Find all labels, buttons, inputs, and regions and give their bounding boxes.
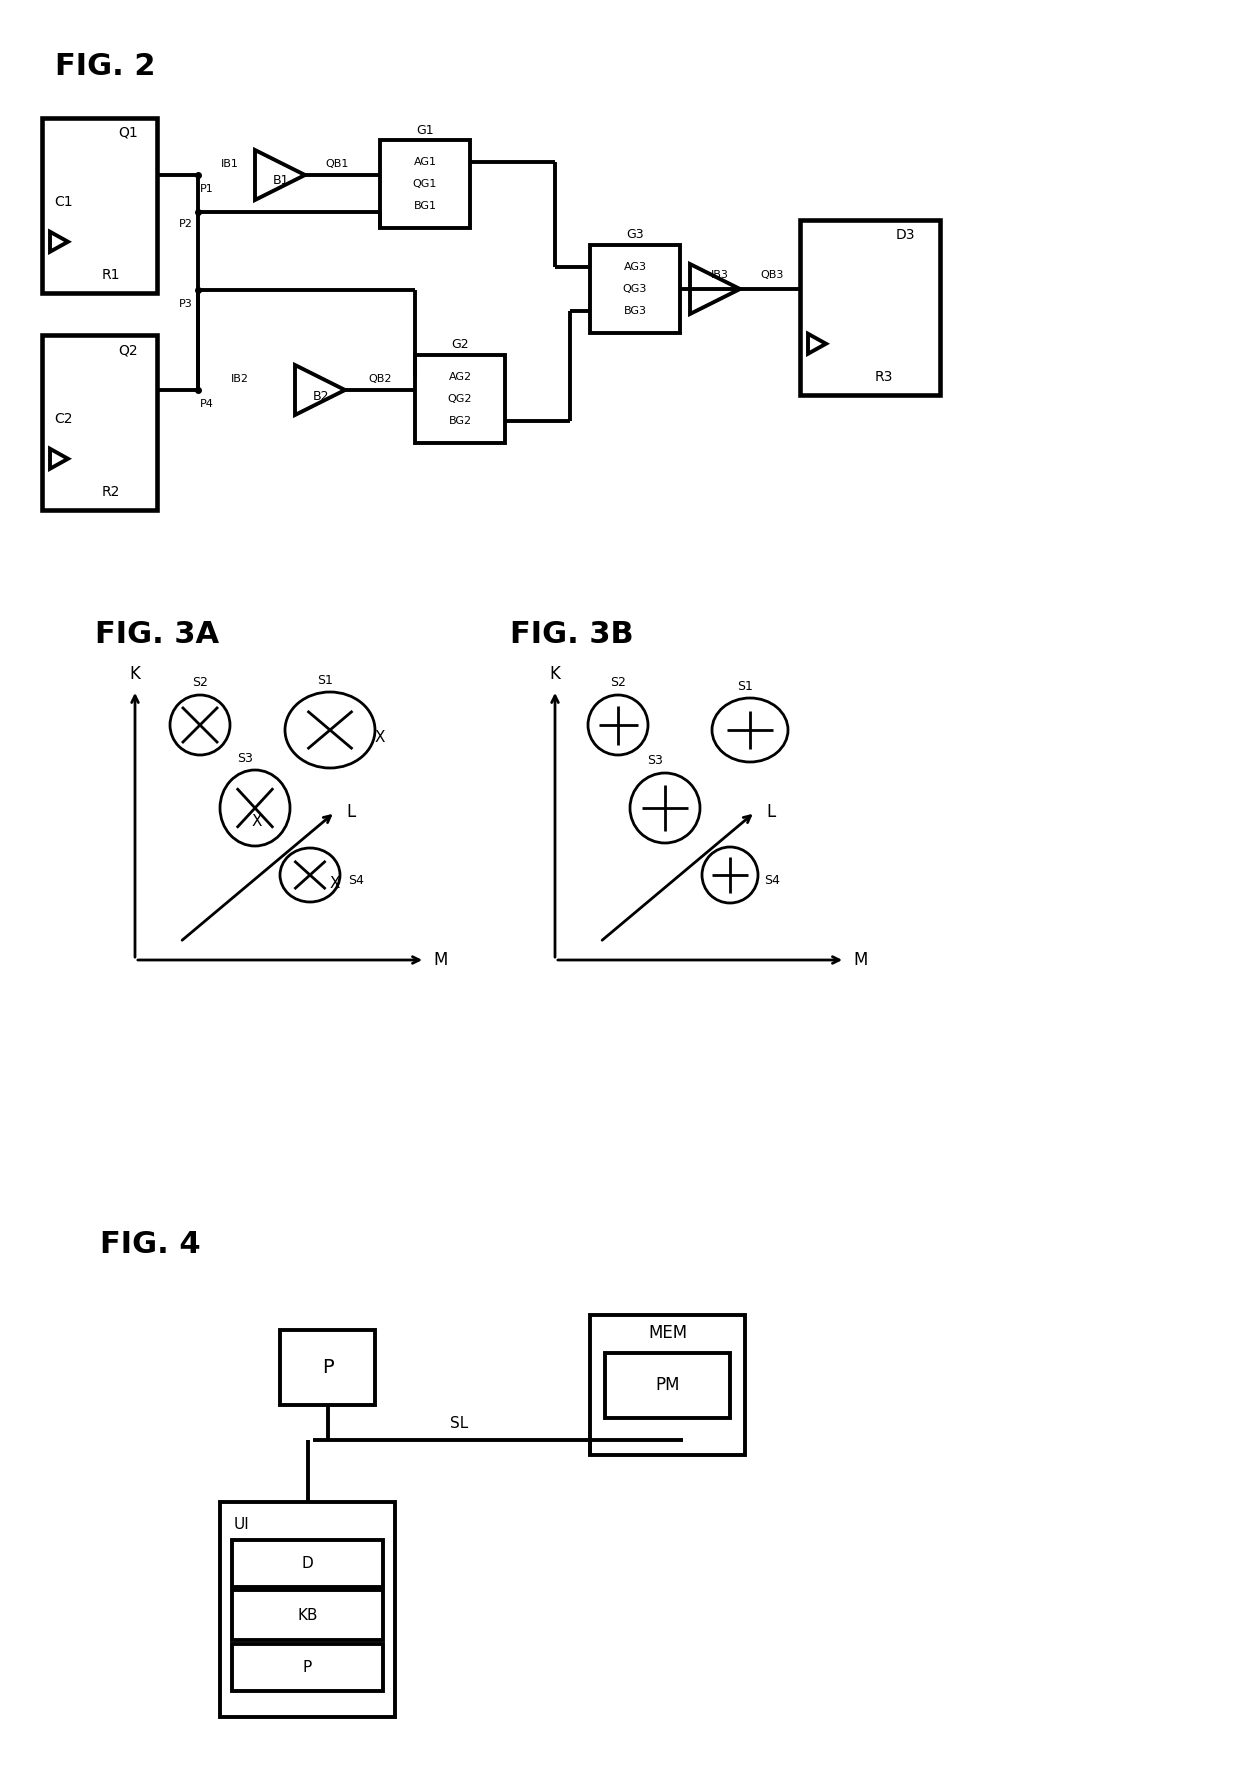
Bar	[42, 118, 157, 293]
Text: QG3: QG3	[622, 284, 647, 293]
Bar	[800, 220, 940, 395]
Text: UI: UI	[234, 1516, 249, 1532]
Text: QG2: QG2	[448, 393, 472, 404]
Text: S1: S1	[737, 679, 753, 692]
Text: G2: G2	[451, 338, 469, 352]
Text: R1: R1	[102, 268, 120, 283]
Text: L: L	[766, 803, 776, 821]
Text: FIG. 3B: FIG. 3B	[510, 620, 634, 649]
Text: SL: SL	[450, 1416, 467, 1432]
Text: C2: C2	[55, 411, 72, 426]
Text: S2: S2	[610, 676, 626, 690]
Text: QG1: QG1	[413, 179, 438, 190]
Text: S2: S2	[192, 676, 208, 690]
Text: K: K	[129, 665, 140, 683]
Text: S4: S4	[348, 874, 363, 887]
Text: KB: KB	[298, 1607, 317, 1622]
Text: BG2: BG2	[449, 417, 471, 426]
Text: Q2: Q2	[119, 343, 138, 358]
Text: IB3: IB3	[711, 270, 729, 281]
Text: X: X	[330, 876, 340, 890]
Text: X: X	[252, 815, 262, 830]
Text: QB3: QB3	[760, 270, 784, 281]
Text: D: D	[301, 1556, 314, 1572]
Text: FIG. 4: FIG. 4	[100, 1230, 201, 1259]
Bar	[605, 1354, 730, 1418]
Text: P: P	[303, 1659, 312, 1675]
Text: P2: P2	[179, 218, 193, 229]
Text: P3: P3	[179, 299, 193, 309]
Text: IB1: IB1	[221, 159, 239, 170]
Text: D3: D3	[895, 229, 915, 241]
Text: S3: S3	[237, 751, 253, 765]
Bar	[590, 245, 680, 333]
Text: FIG. 2: FIG. 2	[55, 52, 155, 80]
Bar	[415, 356, 505, 443]
Bar	[232, 1590, 383, 1640]
Text: C1: C1	[55, 195, 73, 209]
Text: S4: S4	[764, 874, 780, 887]
Text: R3: R3	[874, 370, 893, 384]
Bar	[219, 1502, 396, 1716]
Text: P4: P4	[200, 399, 213, 409]
Text: R2: R2	[102, 485, 120, 499]
Text: AG2: AG2	[449, 372, 471, 383]
Text: QB2: QB2	[368, 374, 392, 384]
Text: B1: B1	[273, 175, 289, 188]
Bar	[42, 334, 157, 510]
Text: M: M	[434, 951, 448, 969]
Bar	[232, 1643, 383, 1691]
Text: AG3: AG3	[624, 263, 646, 272]
Bar	[379, 139, 470, 229]
Text: L: L	[346, 803, 356, 821]
Text: Q1: Q1	[118, 125, 138, 139]
Text: PM: PM	[655, 1377, 680, 1395]
Text: AG1: AG1	[413, 157, 436, 166]
Text: P: P	[321, 1359, 334, 1377]
Text: G1: G1	[417, 123, 434, 136]
Text: BG1: BG1	[413, 200, 436, 211]
Bar	[232, 1539, 383, 1588]
Bar	[280, 1330, 374, 1405]
Text: G3: G3	[626, 229, 644, 241]
Text: BG3: BG3	[624, 306, 646, 316]
Text: B2: B2	[312, 390, 330, 402]
Bar	[590, 1314, 745, 1455]
Text: FIG. 3A: FIG. 3A	[95, 620, 219, 649]
Text: QB1: QB1	[325, 159, 348, 170]
Text: S3: S3	[647, 755, 663, 767]
Text: MEM: MEM	[649, 1323, 687, 1343]
Text: IB2: IB2	[231, 374, 249, 384]
Text: S1: S1	[317, 674, 332, 687]
Text: X: X	[374, 731, 386, 746]
Text: K: K	[549, 665, 560, 683]
Text: M: M	[854, 951, 868, 969]
Text: P1: P1	[200, 184, 213, 195]
